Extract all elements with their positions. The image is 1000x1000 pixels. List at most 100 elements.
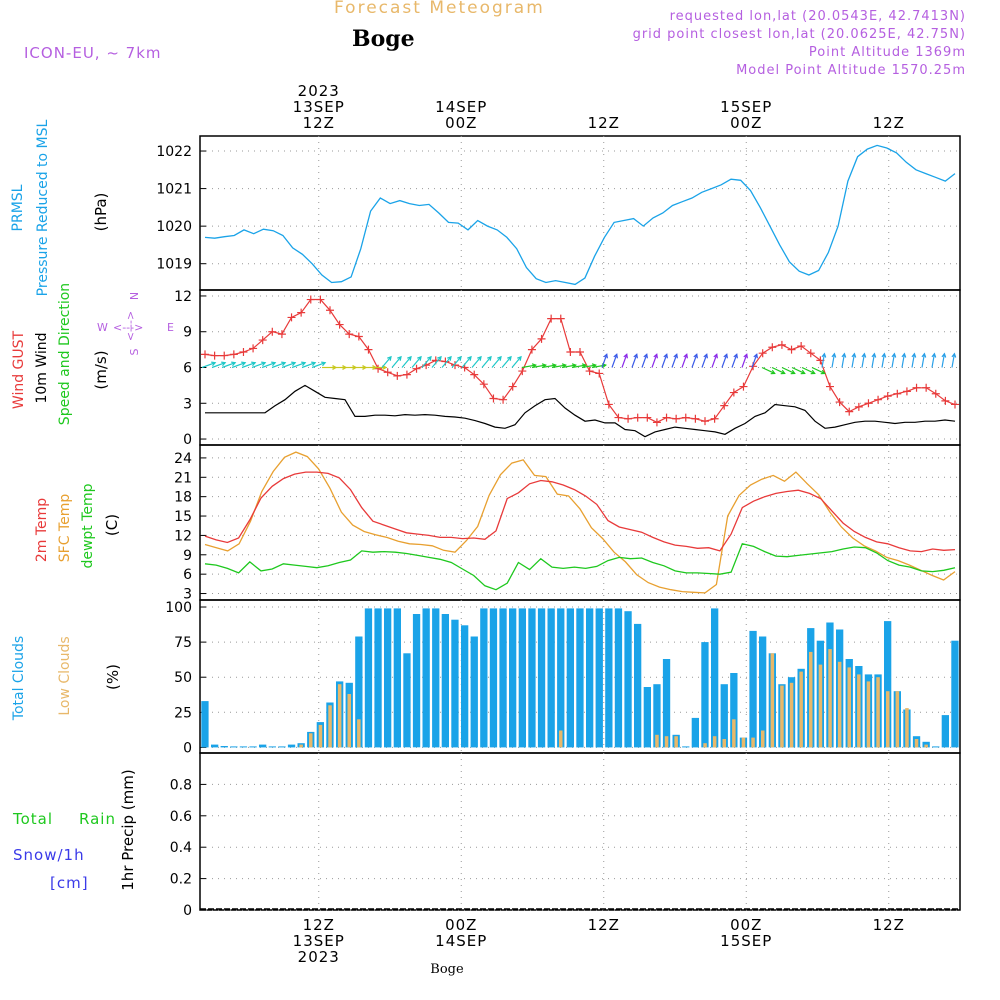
wind-direction-arrow: [501, 356, 512, 368]
wind-gust-marker: [806, 349, 815, 358]
low-cloud-bar: [664, 736, 669, 748]
wind-gust-marker: [239, 348, 248, 356]
wind-direction-arrowhead: [790, 369, 796, 375]
wind-direction-arrowhead: [603, 353, 608, 359]
wind-direction-arrowhead: [693, 353, 698, 359]
wind-direction-arrowhead: [397, 355, 402, 361]
wind-direction-arrow: [571, 364, 586, 369]
wind-direction-arrowhead: [841, 352, 847, 358]
wind-direction-arrowhead: [231, 361, 237, 367]
pressure-y-tick-label: 1019: [156, 257, 192, 273]
wind-direction-arrow: [461, 356, 472, 368]
low-cloud-bar: [809, 651, 813, 748]
sfc-temp-line: [204, 451, 956, 594]
wind-direction-arrowhead: [881, 352, 887, 358]
wind-direction-arrowhead: [487, 355, 492, 361]
wind-gust-marker: [768, 343, 777, 352]
precip-panel: 0 0.2 0.4 0.6 0.8: [170, 752, 961, 919]
total-cloud-bar: [884, 621, 892, 748]
total-cloud-bar: [384, 608, 392, 748]
total-clouds-label: Total Clouds: [11, 636, 27, 721]
precip-y-tick-label: 0.6: [170, 809, 192, 825]
wind-direction-arrow: [561, 364, 576, 369]
precip-cm-label: [cm]: [50, 874, 89, 892]
wind-direction-arrowhead: [623, 353, 628, 359]
wind-direction-arrow: [211, 362, 226, 369]
wind-direction-arrow: [491, 356, 502, 368]
wind-gust-marker: [922, 383, 931, 392]
wind-unit-label: (m/s): [92, 350, 110, 389]
wind-direction-arrow: [621, 354, 628, 368]
wind-direction-arrow: [591, 364, 606, 369]
wind-direction-arrowhead: [477, 355, 482, 361]
total-cloud-bar: [499, 608, 507, 748]
total-cloud-bar: [595, 608, 603, 748]
wind-gust-marker: [787, 345, 796, 354]
total-cloud-bar: [586, 608, 594, 748]
wind-direction-arrowhead: [703, 353, 708, 359]
wind-direction-arrowhead: [251, 361, 257, 367]
wind-direction-arrowhead: [713, 353, 718, 359]
wind-direction-arrowhead: [810, 369, 816, 375]
wind-direction-arrowhead: [780, 369, 786, 375]
wind-direction-arrowhead: [663, 353, 668, 359]
total-cloud-bar: [432, 608, 440, 748]
grid-point-coords: grid point closest lon,lat (20.0625E, 42…: [632, 27, 966, 42]
wind-gust-marker: [826, 382, 834, 391]
wind-gust-marker: [345, 330, 354, 339]
low-cloud-bar: [741, 737, 746, 748]
time-label-bottom: 2023: [298, 948, 340, 966]
wind-y-tick-label: 12: [174, 289, 192, 305]
low-cloud-bar: [789, 682, 794, 748]
wind-direction-arrow: [921, 353, 926, 368]
wind-direction-arrow: [771, 366, 785, 374]
wind-gust-marker: [470, 370, 479, 379]
clouds-y-tick-label: 25: [174, 705, 192, 721]
wind-direction-arrow: [881, 353, 886, 368]
requested-coords: requested lon,lat (20.0543E, 42.7413N): [669, 9, 966, 24]
wind-direction-arrow: [871, 353, 876, 368]
low-cloud-bar: [761, 730, 765, 748]
dewpt-label: dewpt Temp: [80, 483, 96, 568]
total-cloud-bar: [355, 636, 363, 748]
temp-unit-label: (C): [103, 514, 121, 536]
wind-direction-arrow: [411, 356, 422, 368]
low-cloud-bar: [876, 677, 880, 748]
total-cloud-bar: [614, 608, 623, 748]
wind-direction-arrowhead: [931, 352, 937, 358]
total-cloud-bar: [441, 614, 449, 748]
wind-speed-line: [205, 384, 956, 438]
wind-gust-marker: [451, 361, 459, 370]
wind-direction-arrow: [941, 353, 946, 368]
wind-direction-arrow: [751, 354, 758, 368]
low-cloud-bar: [703, 743, 707, 748]
wind-direction-arrowhead: [291, 361, 297, 367]
wind-gust-marker: [556, 314, 565, 323]
compass-s: S: [128, 348, 141, 355]
wind-direction-arrowhead: [820, 369, 826, 375]
wind-direction-arrowhead: [831, 352, 837, 358]
wind-gust-marker: [576, 348, 584, 356]
wind-gust-marker: [797, 342, 806, 351]
wind-gust-marker: [739, 382, 748, 391]
wind-gust-marker: [547, 314, 556, 323]
wind-direction-arrow: [851, 353, 856, 368]
wind-gust-marker: [720, 401, 729, 410]
total-cloud-bar: [393, 608, 401, 748]
wind-direction-arrow: [431, 356, 442, 368]
wind-direction-arrowhead: [800, 369, 806, 375]
wind-gust-marker: [845, 407, 854, 416]
wind-direction-arrowhead: [271, 361, 277, 367]
low-cloud-bar: [914, 739, 919, 748]
wind-direction-arrowhead: [417, 355, 422, 361]
total-cloud-bar: [509, 608, 517, 748]
low-cloud-bar: [866, 681, 871, 748]
low-cloud-bar: [347, 694, 351, 748]
wind-gust-marker: [229, 350, 238, 359]
wind-direction-arrowhead: [261, 361, 267, 367]
wind-direction-arrow: [551, 364, 566, 369]
time-label-bottom: 15SEP: [720, 932, 772, 950]
wind-direction-arrow: [521, 364, 536, 369]
low-cloud-bar: [655, 734, 659, 748]
